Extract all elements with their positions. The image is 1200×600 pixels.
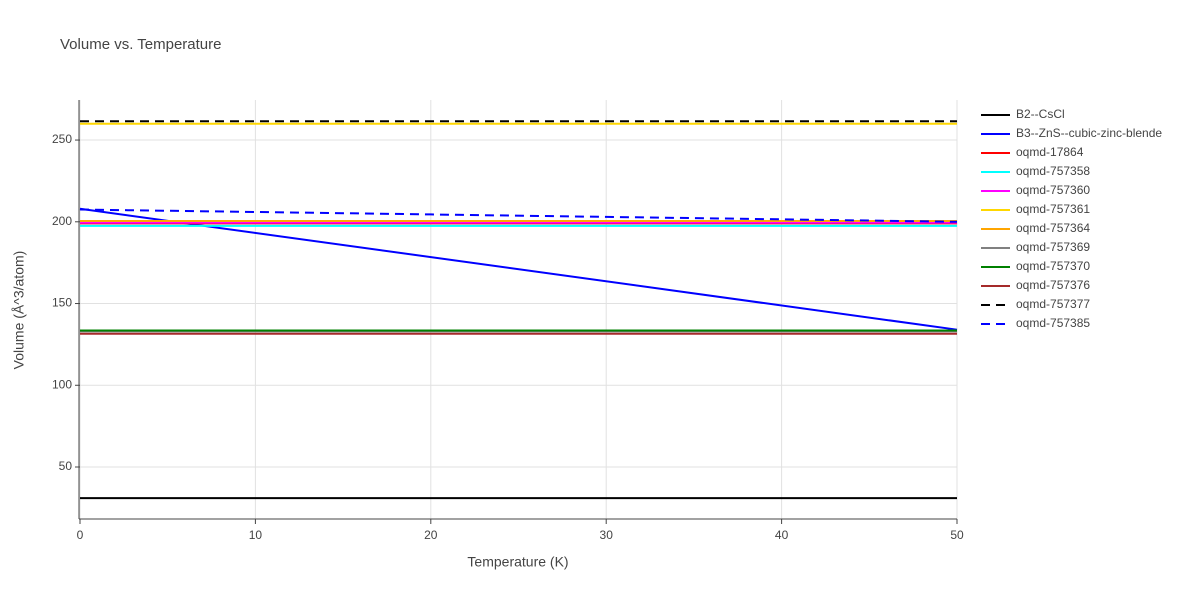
legend-label: B3--ZnS--cubic-zinc-blende — [1016, 126, 1162, 140]
x-axis-title: Temperature (K) — [467, 554, 568, 570]
y-tick-label: 50 — [59, 459, 73, 473]
y-tick-label: 250 — [52, 132, 72, 146]
x-tick-label: 30 — [600, 528, 614, 542]
x-tick-label: 50 — [950, 528, 964, 542]
y-tick-label: 100 — [52, 377, 72, 391]
legend-label: oqmd-757364 — [1016, 221, 1090, 235]
legend: B2--CsCl B3--ZnS--cubic-zinc-blende oqmd-1… — [981, 107, 1162, 330]
plot-lines — [79, 120, 958, 500]
x-tick-label: 10 — [249, 528, 263, 542]
chart-title: Volume vs. Temperature — [60, 36, 221, 53]
series-line — [79, 208, 958, 223]
x-tick-label: 0 — [77, 528, 84, 542]
legend-label: oqmd-757369 — [1016, 240, 1090, 254]
y-tick-label: 200 — [52, 214, 72, 228]
series-line — [79, 207, 958, 331]
legend-label: oqmd-757360 — [1016, 183, 1090, 197]
x-tick-label: 20 — [424, 528, 438, 542]
y-axis-title: Volume (Å^3/atom) — [11, 251, 27, 370]
x-tick-label: 40 — [775, 528, 789, 542]
legend-label: B2--CsCl — [1016, 107, 1065, 121]
legend-label: oqmd-757377 — [1016, 297, 1090, 311]
legend-label: oqmd-757370 — [1016, 259, 1090, 273]
grid: 0 10 20 30 40 50 50 100 150 200 250 — [52, 100, 964, 542]
legend-label: oqmd-757361 — [1016, 202, 1090, 216]
legend-label: oqmd-17864 — [1016, 145, 1084, 159]
legend-label: oqmd-757358 — [1016, 164, 1090, 178]
legend-label: oqmd-757376 — [1016, 278, 1090, 292]
y-tick-label: 150 — [52, 296, 72, 310]
legend-label: oqmd-757385 — [1016, 316, 1090, 330]
